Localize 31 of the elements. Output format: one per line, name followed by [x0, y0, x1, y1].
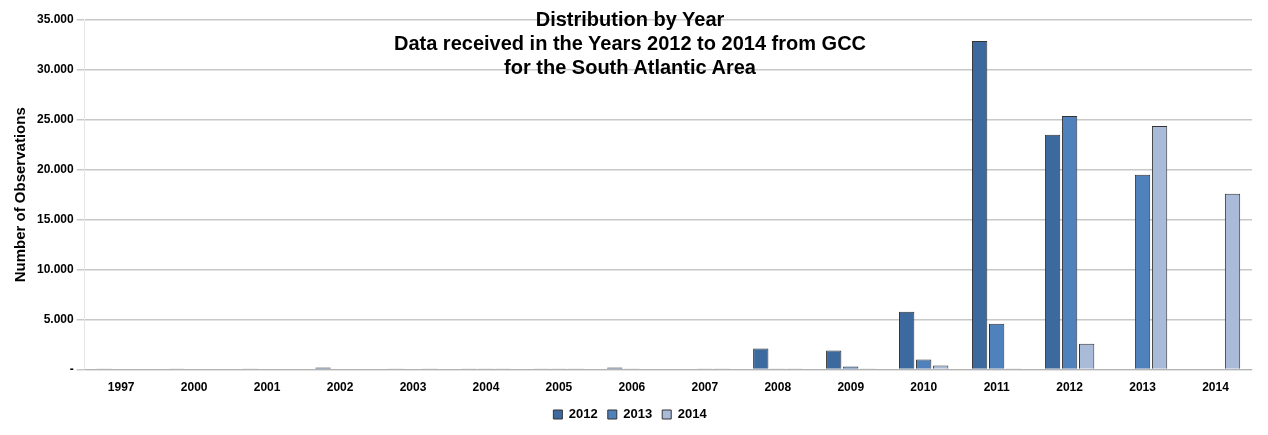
- y-axis-title: Number of Observations: [11, 107, 29, 283]
- x-tick-label: 2005: [545, 380, 573, 395]
- x-tick-label: 2011: [983, 380, 1010, 395]
- text: for the South Atlantic Area: [504, 55, 756, 78]
- text: Distribution by Year: [535, 7, 725, 30]
- legend-label: 2012: [568, 406, 598, 422]
- x-tick-label: 2002: [326, 380, 354, 395]
- x-tick-label: 2009: [837, 380, 865, 395]
- x-tick-label: 2008: [764, 380, 792, 395]
- y-tick-label: 20.000: [37, 162, 75, 177]
- x-tick-label: 2007: [691, 380, 719, 395]
- x-tick-label: 2013: [1129, 380, 1157, 395]
- x-tick-label: 2000: [180, 380, 208, 395]
- x-tick-label: 1997: [107, 380, 135, 395]
- x-tick-label: 2010: [910, 380, 938, 395]
- x-tick-label: 2014: [1202, 380, 1230, 395]
- legend-label: 2014: [677, 406, 708, 422]
- y-tick-label: 10.000: [37, 262, 75, 277]
- x-tick-label: 2001: [253, 380, 281, 395]
- y-tick-label: 5.000: [43, 311, 75, 326]
- y-tick-label: 15.000: [37, 212, 75, 227]
- x-tick-label: 2006: [618, 380, 646, 395]
- x-tick-label: 2012: [1056, 380, 1084, 395]
- y-tick-label: 25.000: [37, 112, 75, 127]
- x-tick-label: 2004: [472, 380, 500, 395]
- text: Data received in the Years 2012 to 2014 from GCC: [393, 31, 867, 54]
- y-tick-label: -: [69, 361, 74, 376]
- x-tick-label: 2003: [399, 380, 427, 395]
- legend-label: 2013: [623, 406, 653, 422]
- y-tick-label: 30.000: [37, 62, 75, 77]
- y-tick-label: 35.000: [37, 12, 75, 27]
